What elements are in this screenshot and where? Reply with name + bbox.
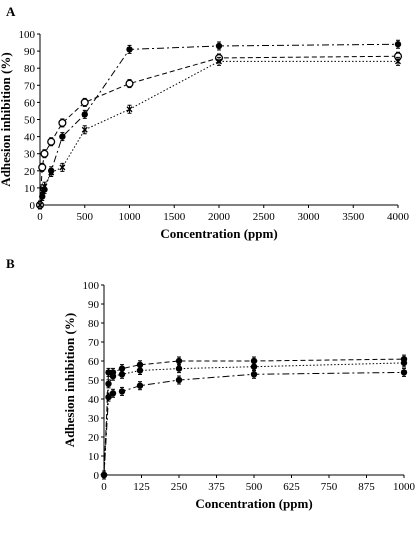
y-tick-label: 40: [24, 132, 36, 144]
data-point: [250, 371, 258, 378]
y-tick-label: 0: [94, 470, 100, 482]
x-tick-label: 1500: [163, 211, 186, 223]
data-point: [81, 126, 88, 133]
data-point: [47, 137, 56, 146]
y-tick-label: 60: [24, 97, 36, 109]
y-tick-label: 50: [24, 115, 36, 127]
x-tick-label: 2000: [208, 211, 231, 223]
data-point: [37, 202, 43, 208]
x-tick-label: 625: [283, 481, 300, 493]
x-tick-label: 125: [133, 481, 150, 493]
data-point: [105, 369, 112, 376]
y-tick-label: 10: [88, 451, 100, 463]
data-point: [395, 58, 401, 65]
data-point: [109, 390, 117, 397]
data-point: [80, 98, 89, 107]
data-point: [41, 183, 48, 190]
y-tick-label: 20: [24, 166, 36, 178]
x-tick-label: 375: [208, 481, 225, 493]
x-tick-label: 0: [101, 481, 107, 493]
data-point: [118, 371, 126, 378]
data-point: [105, 380, 112, 387]
panel-label: B: [6, 256, 15, 271]
y-tick-label: 30: [24, 149, 36, 161]
y-tick-label: 0: [30, 200, 36, 212]
data-point: [126, 46, 133, 53]
x-tick-label: 250: [171, 481, 188, 493]
x-axis-title: Concentration (ppm): [195, 496, 312, 511]
x-tick-label: 750: [321, 481, 338, 493]
y-tick-label: 20: [88, 432, 100, 444]
x-tick-label: 1000: [393, 481, 416, 493]
data-point: [175, 376, 183, 384]
y-tick-label: 40: [88, 394, 100, 406]
y-tick-label: 70: [88, 337, 100, 349]
series-2: [35, 51, 403, 210]
y-tick-label: 90: [88, 299, 100, 311]
data-point: [81, 111, 88, 118]
data-point: [118, 388, 126, 395]
data-point: [39, 188, 46, 195]
data-point: [216, 58, 222, 65]
y-tick-label: 80: [24, 63, 36, 75]
y-tick-label: 100: [19, 29, 36, 41]
data-point: [59, 133, 66, 140]
data-point: [400, 359, 408, 367]
y-tick-label: 10: [24, 183, 36, 195]
x-axis-title: Concentration (ppm): [160, 226, 277, 241]
x-tick-label: 2500: [253, 211, 276, 223]
data-point: [105, 393, 112, 401]
data-point: [40, 149, 49, 158]
series-line: [103, 371, 405, 476]
series-3: [37, 56, 401, 210]
data-point: [125, 79, 134, 88]
y-tick-label: 50: [88, 375, 100, 387]
data-point: [48, 169, 55, 176]
x-tick-label: 875: [358, 481, 375, 493]
data-point: [136, 382, 144, 389]
series-line: [39, 55, 399, 206]
y-tick-label: 70: [24, 80, 36, 92]
data-point: [109, 373, 117, 380]
y-tick-label: 30: [88, 413, 100, 425]
x-tick-label: 0: [37, 211, 43, 223]
y-tick-label: 90: [24, 46, 36, 58]
data-point: [38, 163, 47, 172]
data-point: [126, 106, 133, 113]
y-tick-label: 60: [88, 356, 100, 368]
series-line: [103, 362, 405, 476]
x-tick-label: 3000: [298, 211, 321, 223]
y-axis-title: Adhesion inhibition (%): [62, 313, 77, 447]
x-tick-label: 500: [77, 211, 94, 223]
data-point: [58, 118, 67, 127]
y-tick-label: 80: [88, 318, 100, 330]
data-point: [215, 42, 223, 50]
data-point: [250, 363, 258, 370]
series-2: [100, 358, 408, 480]
data-point: [175, 357, 183, 365]
data-point: [100, 471, 108, 479]
y-tick-label: 100: [83, 280, 100, 292]
data-point: [59, 164, 66, 171]
series-line: [39, 43, 399, 206]
data-point: [400, 369, 408, 376]
y-axis-title: Adhesion inhibition (%): [0, 52, 13, 186]
data-point: [175, 365, 183, 372]
series-line: [39, 60, 398, 206]
x-tick-label: 1000: [119, 211, 142, 223]
x-tick-label: 4000: [387, 211, 410, 223]
series-3: [100, 367, 408, 480]
data-point: [394, 41, 402, 48]
x-tick-label: 3500: [342, 211, 365, 223]
panel-label: A: [6, 4, 16, 19]
x-tick-label: 500: [246, 481, 263, 493]
data-point: [136, 367, 144, 374]
